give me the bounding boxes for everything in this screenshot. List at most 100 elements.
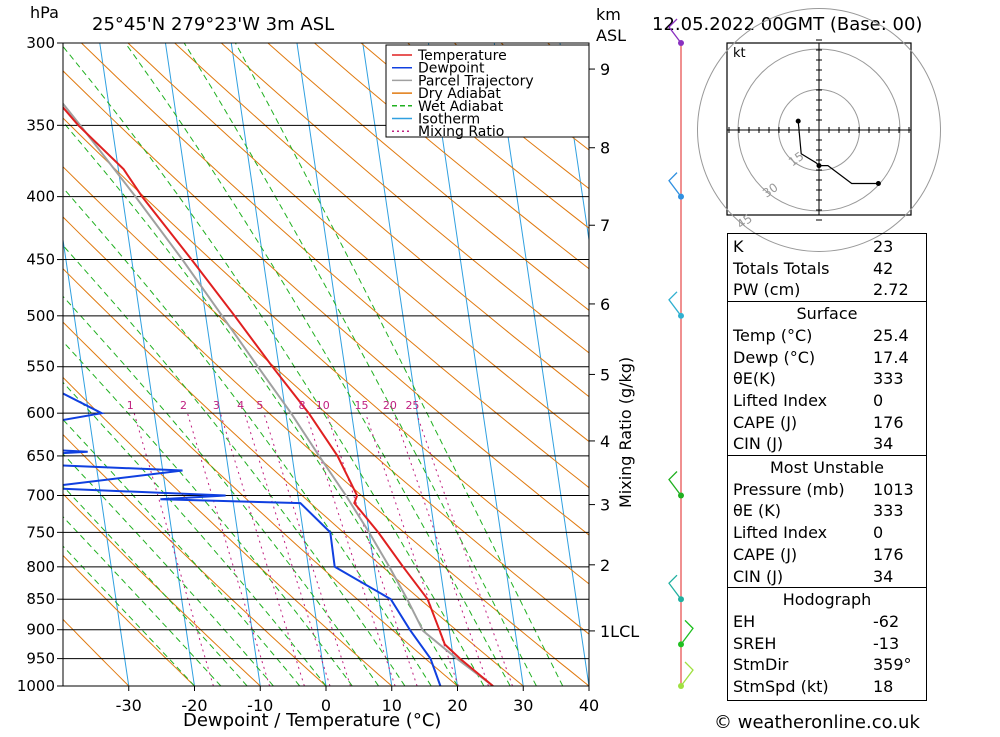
surface-label: θE(K) bbox=[733, 368, 873, 390]
temperature-tick-label: 20 bbox=[447, 696, 467, 715]
surface-value: 34 bbox=[873, 433, 893, 455]
most-unstable-label: Lifted Index bbox=[733, 522, 873, 544]
index-value: 2.72 bbox=[873, 279, 909, 301]
hodograph-stat-value: 18 bbox=[873, 676, 893, 698]
wind-barb bbox=[681, 662, 693, 686]
hodograph-stat-label: SREH bbox=[733, 633, 873, 655]
wind-barb bbox=[669, 292, 681, 316]
most-unstable-label: θE (K) bbox=[733, 500, 873, 522]
most-unstable-row: Pressure (mb)1013 bbox=[733, 479, 926, 501]
datetime-label: 12.05.2022 00GMT (Base: 00) bbox=[652, 14, 922, 35]
hodograph-stat-label: StmSpd (kt) bbox=[733, 676, 873, 698]
surface-row: Dewp (°C)17.4 bbox=[733, 347, 926, 369]
wet-adiabat-line bbox=[0, 43, 431, 686]
hodograph-point bbox=[796, 119, 801, 124]
mixing-ratio-label: 3 bbox=[213, 399, 220, 412]
most-unstable-title: Most Unstable bbox=[733, 457, 926, 479]
surface-label: CIN (J) bbox=[733, 433, 873, 455]
altitude-tick-label: 9 bbox=[600, 60, 610, 79]
km-axis-unit: km bbox=[596, 5, 621, 24]
altitude-tick-label: 6 bbox=[600, 295, 610, 314]
wind-barb bbox=[669, 575, 681, 599]
mixing-ratio-axis-title: Mixing Ratio (g/kg) bbox=[616, 357, 635, 508]
hodograph-stat-row: SREH-13 bbox=[733, 633, 926, 655]
pressure-tick-label: 350 bbox=[26, 116, 55, 134]
dry-adiabat-line bbox=[0, 43, 392, 686]
hpa-axis-unit: hPa bbox=[30, 3, 59, 22]
isotherm-line bbox=[97, 25, 198, 712]
mixing-ratio-line bbox=[264, 413, 351, 686]
altitude-tick-label: 8 bbox=[600, 139, 610, 158]
dry-adiabat-line bbox=[0, 43, 458, 686]
wind-barb bbox=[681, 620, 693, 644]
altitude-tick-label: 3 bbox=[600, 496, 610, 515]
most-unstable-row: CIN (J)34 bbox=[733, 566, 926, 588]
pressure-isobars bbox=[63, 43, 589, 686]
isotherm-line bbox=[0, 25, 1, 712]
dry-adiabat-line bbox=[0, 43, 129, 686]
surface-value: 17.4 bbox=[873, 347, 909, 369]
copyright-label: © weatheronline.co.uk bbox=[714, 712, 920, 733]
most-unstable-value: 176 bbox=[873, 544, 904, 566]
asl-axis-unit: ASL bbox=[596, 26, 626, 45]
mixing-ratio-label: 5 bbox=[256, 399, 263, 412]
wind-barb bbox=[669, 173, 681, 197]
legend-label: Mixing Ratio bbox=[418, 124, 504, 140]
pressure-tick-label: 950 bbox=[26, 650, 55, 668]
altitude-tick-label: 4 bbox=[600, 432, 610, 451]
hodograph-stat-value: 359° bbox=[873, 654, 912, 676]
index-label: K bbox=[733, 236, 873, 258]
surface-label: CAPE (J) bbox=[733, 412, 873, 434]
pressure-tick-label: 300 bbox=[26, 34, 55, 52]
hodograph-point bbox=[876, 181, 881, 186]
temperature-tick-label: 30 bbox=[513, 696, 533, 715]
index-value: 23 bbox=[873, 236, 893, 258]
pressure-tick-label: 900 bbox=[26, 621, 55, 639]
surface-label: Temp (°C) bbox=[733, 325, 873, 347]
pressure-tick-label: 400 bbox=[26, 188, 55, 206]
pressure-tick-label: 600 bbox=[26, 404, 55, 422]
wet-adiabat-line bbox=[0, 43, 379, 686]
most-unstable-label: CIN (J) bbox=[733, 566, 873, 588]
surface-title: Surface bbox=[733, 303, 926, 325]
most-unstable-value: 34 bbox=[873, 566, 893, 588]
mixing-ratio-label: 4 bbox=[237, 399, 244, 412]
surface-value: 0 bbox=[873, 390, 883, 412]
x-axis-title: Dewpoint / Temperature (°C) bbox=[183, 710, 441, 731]
pressure-tick-label: 850 bbox=[26, 590, 55, 608]
surface-value: 333 bbox=[873, 368, 904, 390]
most-unstable-row: CAPE (J)176 bbox=[733, 544, 926, 566]
surface-value: 176 bbox=[873, 412, 904, 434]
surface-row: Temp (°C)25.4 bbox=[733, 325, 926, 347]
surface-row: CAPE (J)176 bbox=[733, 412, 926, 434]
altitude-tick-label: 1LCL bbox=[600, 622, 639, 641]
surface-row: θE(K)333 bbox=[733, 368, 926, 390]
hodograph-stat-label: StmDir bbox=[733, 654, 873, 676]
hodograph-stat-row: StmSpd (kt)18 bbox=[733, 676, 926, 698]
altitude-tick-label: 7 bbox=[600, 216, 610, 235]
pressure-tick-label: 550 bbox=[26, 358, 55, 376]
mixing-ratio-label: 10 bbox=[316, 399, 330, 412]
location-title: 25°45'N 279°23'W 3m ASL bbox=[92, 14, 334, 35]
surface-label: Dewp (°C) bbox=[733, 347, 873, 369]
most-unstable-value: 0 bbox=[873, 522, 883, 544]
altitude-tick-label: 2 bbox=[600, 556, 610, 575]
pressure-tick-label: 700 bbox=[26, 487, 55, 505]
mixing-ratio-label: 20 bbox=[383, 399, 397, 412]
pressure-tick-label: 650 bbox=[26, 447, 55, 465]
mixing-ratio-label: 2 bbox=[180, 399, 187, 412]
hodograph-stat-value: -62 bbox=[873, 611, 899, 633]
index-value: 42 bbox=[873, 258, 893, 280]
